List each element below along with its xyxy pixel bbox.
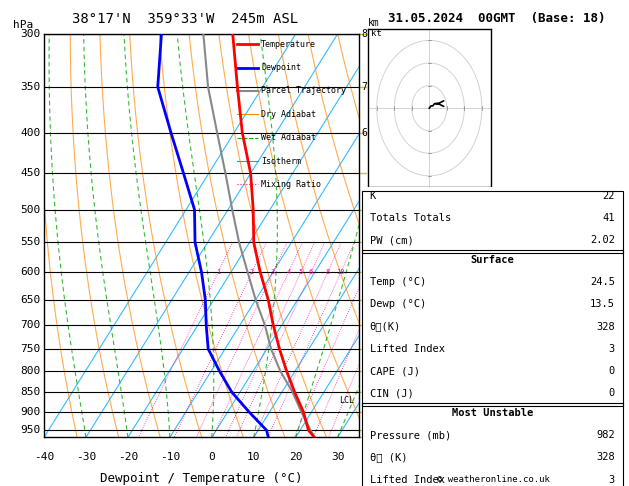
Text: 5: 5 [362,205,367,215]
Text: -20: -20 [118,451,138,462]
Text: 450: 450 [21,168,41,178]
Text: 2.02: 2.02 [590,235,615,245]
Text: Parcel Trajectory: Parcel Trajectory [261,87,346,95]
Text: km: km [368,18,380,28]
Text: Most Unstable: Most Unstable [452,408,533,418]
Text: 4: 4 [362,267,367,278]
Text: Mixing Ratio (g/kg): Mixing Ratio (g/kg) [410,180,420,292]
Text: 3: 3 [609,344,615,354]
Text: Lifted Index: Lifted Index [369,475,445,485]
Text: PW (cm): PW (cm) [369,235,413,245]
Text: 0: 0 [609,366,615,376]
Text: 10: 10 [337,269,345,275]
Text: CIN (J): CIN (J) [369,388,413,399]
Text: 750: 750 [21,344,41,354]
Text: Dewp (°C): Dewp (°C) [369,299,426,309]
Text: Dewpoint / Temperature (°C): Dewpoint / Temperature (°C) [100,472,303,485]
Text: 700: 700 [21,320,41,330]
Text: Surface: Surface [470,255,514,265]
Text: 20: 20 [289,451,303,462]
Text: θᴇ (K): θᴇ (K) [369,452,407,462]
Text: kt: kt [372,29,382,38]
Text: © weatheronline.co.uk: © weatheronline.co.uk [437,474,550,484]
Text: -10: -10 [160,451,180,462]
Text: Lifted Index: Lifted Index [369,344,445,354]
Text: 2: 2 [362,366,367,376]
Text: 38°17'N  359°33'W  245m ASL: 38°17'N 359°33'W 245m ASL [72,12,299,26]
Text: 350: 350 [21,82,41,92]
Text: 400: 400 [21,128,41,138]
Text: 4: 4 [286,269,291,275]
Text: 0: 0 [609,388,615,399]
Text: 982: 982 [596,430,615,440]
Text: 22: 22 [603,191,615,201]
Text: 41: 41 [603,213,615,223]
Text: Dewpoint: Dewpoint [261,63,301,72]
Text: 1: 1 [216,269,220,275]
Text: 328: 328 [596,322,615,331]
Text: 30: 30 [331,451,344,462]
Text: 0: 0 [208,451,215,462]
Text: Mixing Ratio: Mixing Ratio [261,180,321,189]
Text: 3: 3 [609,475,615,485]
Text: Temp (°C): Temp (°C) [369,277,426,287]
Text: 8: 8 [326,269,330,275]
Text: 3: 3 [362,320,367,330]
Text: 850: 850 [21,387,41,397]
Text: 1: 1 [362,407,367,417]
Text: 600: 600 [21,267,41,278]
Text: Dry Adiabat: Dry Adiabat [261,110,316,119]
Text: 31.05.2024  00GMT  (Base: 18): 31.05.2024 00GMT (Base: 18) [388,12,606,25]
Text: 650: 650 [21,295,41,305]
Text: Totals Totals: Totals Totals [369,213,451,223]
Text: K: K [369,191,376,201]
Text: 900: 900 [21,407,41,417]
Text: 13.5: 13.5 [590,299,615,309]
Text: 550: 550 [21,237,41,247]
Text: hPa: hPa [13,20,34,30]
Text: Pressure (mb): Pressure (mb) [369,430,451,440]
Text: 500: 500 [21,205,41,215]
Text: 800: 800 [21,366,41,376]
Text: 328: 328 [596,452,615,462]
Text: 24.5: 24.5 [590,277,615,287]
Text: Wet Adiabat: Wet Adiabat [261,133,316,142]
Text: 3: 3 [271,269,275,275]
Text: CAPE (J): CAPE (J) [369,366,420,376]
Text: -30: -30 [76,451,96,462]
Text: ASL: ASL [368,36,386,46]
Text: 950: 950 [21,425,41,435]
Text: θᴇ(K): θᴇ(K) [369,322,401,331]
Text: 7: 7 [362,82,367,92]
Text: 6: 6 [362,128,367,138]
Text: 300: 300 [21,29,41,39]
Text: -40: -40 [34,451,54,462]
Text: 6: 6 [309,269,313,275]
Text: 10: 10 [247,451,260,462]
Text: Temperature: Temperature [261,39,316,49]
Text: 8: 8 [362,29,367,39]
Text: Isotherm: Isotherm [261,156,301,166]
Text: LCL: LCL [339,396,353,404]
Text: 2: 2 [250,269,254,275]
Text: 5: 5 [299,269,303,275]
